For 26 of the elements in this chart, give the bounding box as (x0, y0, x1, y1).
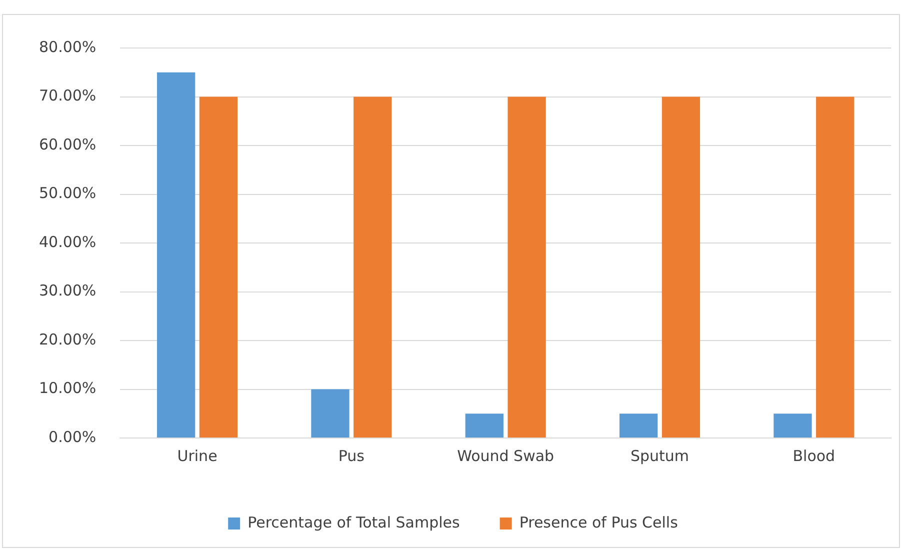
bar (157, 72, 196, 438)
legend-label: Percentage of Total Samples (248, 513, 460, 532)
x-tick-label: Wound Swab (457, 446, 554, 465)
bar (465, 414, 504, 438)
y-tick-label: 0.00% (48, 428, 96, 446)
bar (816, 96, 854, 438)
x-tick-label: Urine (177, 446, 218, 465)
bar (508, 96, 546, 438)
x-tick-label: Blood (792, 446, 836, 465)
y-tick-label: 20.00% (38, 330, 96, 348)
y-tick-label: 10.00% (38, 379, 96, 398)
y-tick-label: 60.00% (38, 135, 96, 154)
x-tick-label: Pus (338, 446, 365, 465)
legend-label: Presence of Pus Cells (519, 513, 678, 532)
bar (354, 96, 392, 438)
y-tick-label: 70.00% (38, 86, 96, 105)
x-tick-label: Sputum (630, 446, 690, 465)
y-tick-label: 80.00% (38, 38, 96, 56)
y-tick-label: 40.00% (38, 232, 96, 251)
bar (199, 96, 238, 438)
y-tick-label: 50.00% (38, 184, 96, 202)
y-tick-label: 30.00% (38, 282, 96, 300)
bar (311, 389, 350, 438)
bar (619, 414, 658, 438)
bar (662, 96, 700, 438)
bar (774, 414, 812, 438)
